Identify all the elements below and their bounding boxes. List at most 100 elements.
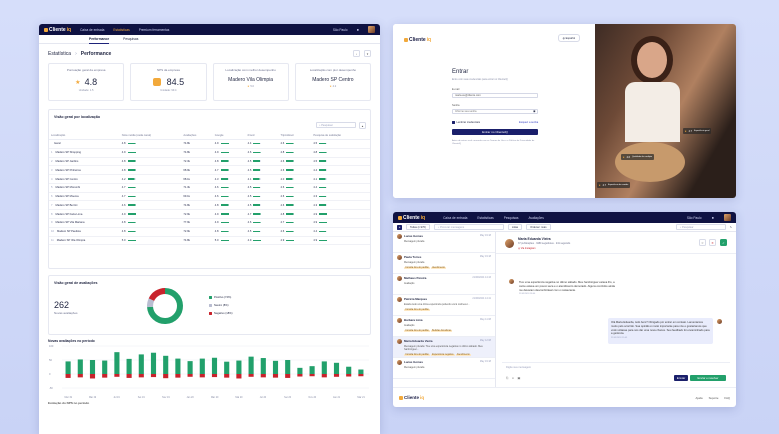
table-row[interactable]: 10 Madero SP Paulista 4.8 72.9k 4.8 4.5 4.6 4.4 <box>49 227 370 237</box>
bar-positive[interactable] <box>309 366 315 374</box>
logo[interactable]: Cliente iq <box>44 27 71 33</box>
eye-icon[interactable]: ◉ <box>533 109 536 113</box>
table-header[interactable]: TripAdvisor <box>278 132 312 140</box>
tab-surveys[interactable]: Pesquisas <box>123 37 139 41</box>
table-header[interactable]: Google <box>212 132 246 140</box>
bar-positive[interactable] <box>114 352 120 374</box>
bar-positive[interactable] <box>89 360 96 374</box>
table-row[interactable]: 3 Madero SP Pinheiros 4.8 68.9k 4.7 4.5 4.6 4.4 <box>49 165 370 176</box>
bar-positive[interactable] <box>211 357 218 374</box>
bar-negative[interactable] <box>199 374 205 378</box>
location-selector[interactable]: São Paulo <box>686 215 702 220</box>
bar-negative[interactable] <box>211 374 218 378</box>
bar-positive[interactable] <box>297 367 303 374</box>
bar-negative[interactable] <box>102 374 108 378</box>
bar-negative[interactable] <box>126 374 132 378</box>
menu-icon[interactable]: ≡ <box>397 224 402 230</box>
bar-positive[interactable] <box>150 352 157 374</box>
bar-positive[interactable] <box>236 360 242 374</box>
inbox-list-item[interactable]: Lucas Gomes May 19:18 Mensagem privada <box>393 358 495 379</box>
inbox-list-item[interactable]: Paula Torres May 19:18 Mensagem privada C… <box>393 253 495 274</box>
table-row[interactable]: 2 Madero SP Jardins 4.8 72.3k 4.8 4.5 4.6 4.5 <box>49 157 370 167</box>
table-row[interactable]: 7 Madero SP Berrini 4.6 74.8k 4.8 4.5 4.6 4.3 <box>49 200 370 211</box>
bar-negative[interactable] <box>150 374 157 378</box>
emoji-icon[interactable]: ☺ <box>511 376 515 380</box>
bar-negative[interactable] <box>77 374 83 378</box>
remember-checkbox[interactable]: Lembrar credenciais <box>452 121 480 124</box>
table-row[interactable]: 9 Madero SP Vila Mariana 4.8 77.9k 4.9 4.6 4.7… <box>49 218 370 228</box>
edit-icon[interactable]: ✎ <box>729 225 732 229</box>
bar-positive[interactable] <box>187 361 193 374</box>
bar-negative[interactable] <box>163 374 169 379</box>
table-header[interactable]: iFood <box>245 132 279 140</box>
trash-icon[interactable]: ✕ <box>709 239 716 246</box>
inbox-list-item[interactable]: Lucas Gomes May 19:18 Mensagem privada <box>393 232 495 253</box>
bar-positive[interactable] <box>199 358 205 374</box>
bar-negative[interactable] <box>175 374 181 378</box>
bar-negative[interactable] <box>321 374 327 378</box>
read-filter[interactable]: Lidas <box>507 224 523 230</box>
tab-performance[interactable]: Performance <box>89 35 110 44</box>
nav-statistics[interactable]: Estatísticas <box>113 27 130 32</box>
bar-negative[interactable] <box>346 374 352 377</box>
password-field[interactable] <box>452 109 538 114</box>
bar-positive[interactable] <box>126 358 132 374</box>
bar-positive[interactable] <box>138 354 144 374</box>
image-icon[interactable]: ▣ <box>517 376 521 380</box>
logo[interactable]: Cliente iq <box>398 215 425 221</box>
attach-icon[interactable]: ⎘ <box>506 376 509 380</box>
bar-positive[interactable] <box>321 361 327 374</box>
bar-positive[interactable] <box>285 360 291 374</box>
footer-link-support[interactable]: Suporte <box>708 395 719 400</box>
bar-negative[interactable] <box>285 374 291 378</box>
bar-positive[interactable] <box>102 360 108 374</box>
table-row[interactable]: Geral 4.8 74.8k 4.9 4.4 4.6 4.5 <box>49 139 370 149</box>
star-icon[interactable]: ☆ <box>699 239 706 246</box>
nav-inbox[interactable]: Caixa de entrada <box>80 27 105 32</box>
table-header[interactable]: Pesquisa de satisfação <box>311 132 370 140</box>
nav-reviews[interactable]: Avaliações <box>528 215 544 220</box>
check-icon[interactable]: ✓ <box>720 239 727 246</box>
bar-positive[interactable] <box>175 358 181 374</box>
bar-positive[interactable] <box>358 369 364 374</box>
bar-positive[interactable] <box>77 359 83 374</box>
footer-link-faq[interactable]: FAQ <box>724 395 730 400</box>
table-row[interactable]: 5 Madero SP Morumbi 4.7 71.3k 4.6 4.5 4.6 4.4 <box>49 183 370 193</box>
table-search[interactable]: ⌕ Pesquisar <box>316 122 356 128</box>
send-resolve-button[interactable]: Enviar e resolver <box>690 375 726 381</box>
bar-positive[interactable] <box>248 356 254 374</box>
send-button[interactable]: Enviar <box>674 375 688 381</box>
bar-positive[interactable] <box>272 360 279 374</box>
table-header[interactable]: Avaliações <box>181 132 213 140</box>
inbox-list-item[interactable]: Patrícia Marques 21/09/2024 14:41 Estari… <box>393 295 495 316</box>
bar-positive[interactable] <box>346 366 352 374</box>
bar-negative[interactable] <box>187 374 193 377</box>
bar-negative[interactable] <box>65 374 71 378</box>
bar-negative[interactable] <box>248 374 254 377</box>
bar-negative[interactable] <box>224 374 230 378</box>
bar-negative[interactable] <box>309 374 315 377</box>
bar-negative[interactable] <box>138 374 144 378</box>
filter-icon[interactable]: ▾ <box>364 50 371 57</box>
nav-statistics[interactable]: Estatísticas <box>477 215 494 220</box>
language-button[interactable]: ◍ Español <box>557 34 580 42</box>
nav-inbox[interactable]: Caixa de entrada <box>443 215 468 220</box>
avatar[interactable] <box>724 214 731 221</box>
login-logo[interactable]: Cliente iq <box>404 37 431 43</box>
download-icon[interactable]: ↓ <box>353 50 360 57</box>
table-row[interactable]: 6 Madero SP Moema 4.7 69.1k 4.6 4.5 4.6 4.3 <box>49 192 370 202</box>
bar-negative[interactable] <box>297 374 303 377</box>
table-row[interactable]: 8 Madero SP Faria Lima 4.9 72.9k 4.9 4.7 4.8 4.… <box>49 209 370 220</box>
forgot-link[interactable]: Esqueci a senha <box>519 121 539 124</box>
inbox-list-item[interactable]: Barbara Lima May 11:08 Avaliação Comida f… <box>393 316 495 337</box>
login-submit-button[interactable]: Entrar no ClienteIQ <box>452 129 538 135</box>
bar-negative[interactable] <box>114 374 120 377</box>
bar-negative[interactable] <box>272 374 279 378</box>
bar-positive[interactable] <box>260 358 266 374</box>
table-header[interactable]: Nota média (cada canal) <box>119 132 182 140</box>
search-input[interactable]: ⌕ Procurar mensagens <box>433 224 504 230</box>
breadcrumb-statistics[interactable]: Estatística <box>48 50 72 57</box>
table-header[interactable]: Localização <box>49 132 120 140</box>
table-row[interactable]: 1 Madero SP Shopping 4.9 74.8k 4.9 4.6 4.8 4.8 <box>49 148 370 158</box>
bar-negative[interactable] <box>333 374 340 377</box>
